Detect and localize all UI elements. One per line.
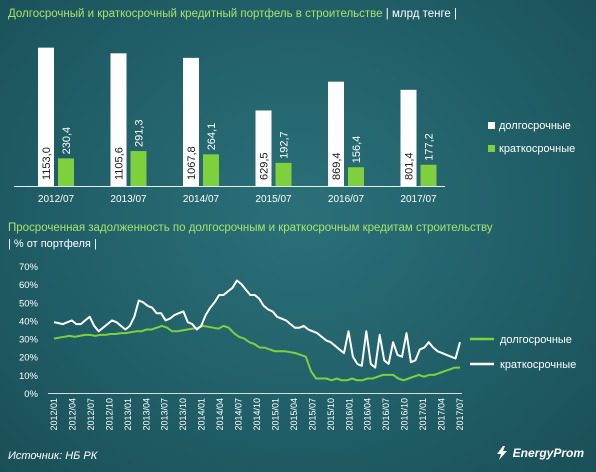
line-xtick-2012/04: 2012/04: [67, 398, 77, 431]
chart1-title: Долгосрочный и краткосрочный кредитный п…: [8, 8, 457, 20]
bar-category-2014/07: 2014/07: [183, 194, 220, 205]
bar-long-2016/07: [328, 81, 344, 186]
bar-long-label-2015/07: 629,5: [259, 152, 271, 180]
line-xtick-2014/10: 2014/10: [252, 398, 262, 431]
bar-short-label-2017/07: 177,2: [424, 133, 436, 161]
line-ytick-60: 60%: [19, 280, 39, 291]
line-xtick-2016/01: 2016/01: [344, 398, 354, 431]
line-xtick-2013/04: 2013/04: [141, 398, 151, 431]
line-ytick-30: 30%: [19, 335, 39, 346]
line-ytick-50: 50%: [19, 298, 39, 309]
line-xtick-2016/07: 2016/07: [381, 398, 391, 431]
bar-legend-long-swatch: [488, 122, 495, 129]
line-xtick-2017/04: 2017/04: [437, 398, 447, 431]
line-xtick-2014/07: 2014/07: [234, 398, 244, 431]
bar-category-2013/07: 2013/07: [110, 194, 147, 205]
line-xtick-2016/10: 2016/10: [400, 398, 410, 431]
bar-category-2017/07: 2017/07: [400, 194, 437, 205]
line-xtick-2015/01: 2015/01: [270, 398, 280, 431]
line-xtick-2013/07: 2013/07: [160, 398, 170, 431]
bar-short-2012/07: [58, 158, 74, 186]
bar-short-label-2013/07: 291,3: [134, 120, 146, 148]
line-xtick-2015/10: 2015/10: [326, 398, 336, 431]
chart2-title-text: Просроченная задолженность по долгосрочн…: [8, 222, 493, 234]
bar-long-2015/07: [255, 110, 272, 186]
bar-long-2013/07: [110, 53, 127, 186]
source-text: Источник: НБ РК: [8, 450, 98, 462]
chart2-title: Просроченная задолженность по долгосрочн…: [8, 222, 493, 234]
bar-long-label-2017/07: 801,4: [404, 152, 416, 180]
line-xtick-2012/07: 2012/07: [86, 398, 96, 431]
line-xtick-2015/04: 2015/04: [289, 398, 299, 431]
line-legend-short-label: краткосрочные: [500, 359, 576, 371]
bar-long-2012/07: [38, 47, 54, 186]
line-ytick-40: 40%: [19, 316, 39, 327]
bar-short-2017/07: [420, 164, 437, 186]
line-ytick-10: 10%: [19, 371, 39, 382]
line-series-long: [53, 324, 460, 382]
bar-long-2014/07: [183, 57, 199, 186]
bar-short-label-2012/07: 230,4: [61, 127, 73, 155]
bar-legend-long-label: долгосрочные: [499, 120, 571, 132]
line-xtick-2017/01: 2017/01: [418, 398, 428, 431]
bar-short-label-2015/07: 192,7: [279, 131, 291, 159]
line-xtick-2013/01: 2013/01: [123, 398, 133, 431]
chart2-unit: | % от портфеля |: [8, 238, 97, 250]
bar-long-label-2014/07: 1067,8: [186, 146, 198, 180]
line-xtick-2012/01: 2012/01: [49, 398, 59, 431]
source-note: Источник: НБ РК: [8, 450, 97, 462]
brand-logo: EnergyProm: [495, 446, 584, 460]
brand-logo-text: EnergyProm: [512, 446, 584, 460]
line-xtick-2016/04: 2016/04: [363, 398, 373, 431]
lightning-icon: [496, 446, 507, 460]
bar-short-2015/07: [275, 162, 292, 186]
line-xtick-2015/07: 2015/07: [307, 398, 317, 431]
line-ytick-70: 70%: [19, 262, 39, 273]
line-ytick-20: 20%: [19, 353, 39, 364]
bar-long-label-2012/07: 1153,0: [41, 147, 53, 180]
chart1-title-text: Долгосрочный и краткосрочный кредитный п…: [8, 8, 383, 20]
bar-category-2015/07: 2015/07: [255, 194, 292, 205]
bar-short-label-2014/07: 264,1: [206, 123, 218, 151]
bar-long-2017/07: [400, 89, 417, 186]
line-xtick-2012/10: 2012/10: [104, 398, 114, 431]
bar-short-2013/07: [130, 151, 147, 186]
line-xtick-2013/10: 2013/10: [178, 398, 188, 431]
bar-short-label-2016/07: 156,4: [351, 136, 363, 164]
chart1-unit: | млрд тенге |: [385, 8, 458, 20]
line-ytick-0: 0%: [24, 389, 38, 400]
bar-category-2016/07: 2016/07: [328, 194, 365, 205]
bar-legend-short-swatch: [488, 145, 495, 152]
bar-long-label-2013/07: 1105,6: [114, 147, 126, 180]
bar-short-2014/07: [203, 154, 219, 186]
bar-legend-short-label: краткосрочные: [499, 143, 575, 155]
line-legend-long-label: долгосрочные: [500, 334, 572, 346]
bar-category-2012/07: 2012/07: [38, 194, 75, 205]
line-xtick-2014/04: 2014/04: [215, 398, 225, 431]
bar-long-label-2016/07: 869,4: [331, 152, 343, 180]
bar-short-2016/07: [348, 167, 364, 186]
line-series-short: [53, 279, 461, 369]
line-xtick-2017/07: 2017/07: [455, 398, 465, 431]
line-xtick-2014/01: 2014/01: [197, 398, 207, 431]
